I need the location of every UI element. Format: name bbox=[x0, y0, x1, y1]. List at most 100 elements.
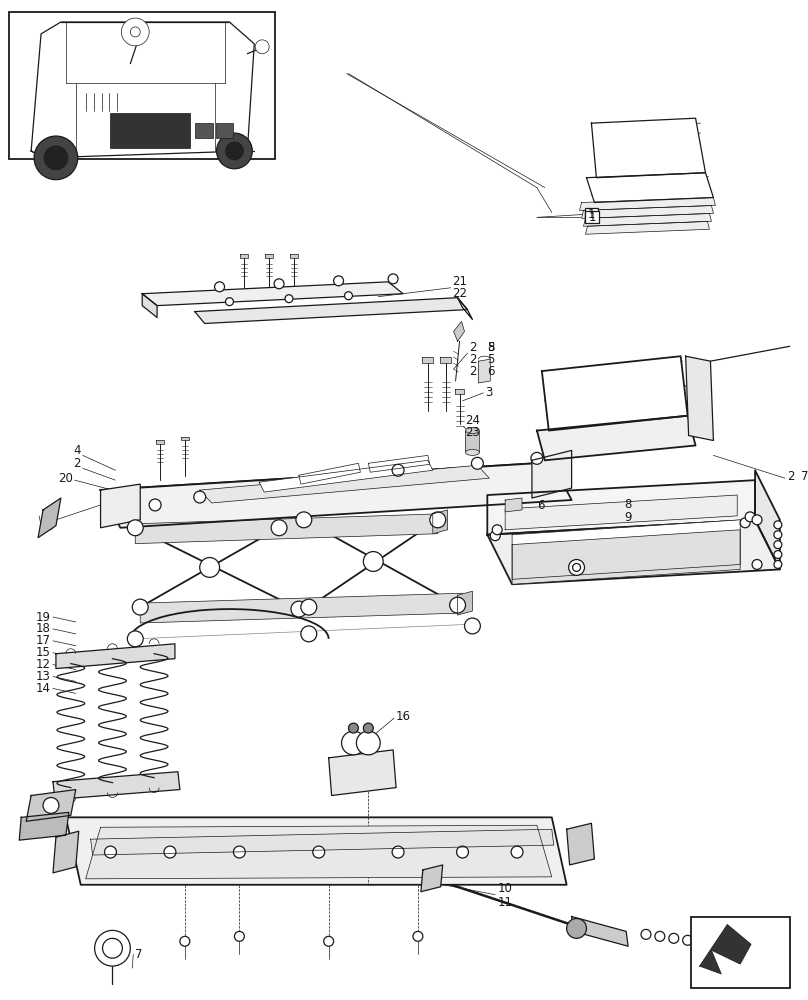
Circle shape bbox=[569, 560, 584, 575]
Circle shape bbox=[752, 515, 762, 525]
Ellipse shape bbox=[465, 449, 479, 455]
Polygon shape bbox=[537, 416, 696, 460]
Circle shape bbox=[128, 520, 143, 536]
Text: 23: 23 bbox=[465, 426, 481, 439]
Circle shape bbox=[471, 457, 483, 469]
Circle shape bbox=[669, 933, 679, 943]
Text: 13: 13 bbox=[36, 670, 51, 683]
Polygon shape bbox=[181, 437, 189, 440]
Circle shape bbox=[696, 937, 706, 947]
Polygon shape bbox=[440, 357, 451, 363]
Circle shape bbox=[573, 563, 580, 571]
Text: 18: 18 bbox=[36, 622, 51, 635]
Circle shape bbox=[334, 276, 343, 286]
Polygon shape bbox=[290, 254, 298, 258]
Circle shape bbox=[215, 282, 225, 292]
Polygon shape bbox=[455, 389, 464, 394]
Circle shape bbox=[774, 531, 782, 539]
Circle shape bbox=[683, 935, 692, 945]
Circle shape bbox=[724, 941, 734, 951]
Polygon shape bbox=[53, 772, 180, 799]
Text: 21: 21 bbox=[452, 275, 468, 288]
Text: 8: 8 bbox=[624, 498, 632, 511]
Polygon shape bbox=[38, 498, 61, 538]
Text: 20: 20 bbox=[58, 472, 73, 485]
Polygon shape bbox=[582, 205, 713, 218]
Text: 5: 5 bbox=[487, 341, 494, 354]
Polygon shape bbox=[433, 510, 448, 534]
Circle shape bbox=[234, 846, 246, 858]
Circle shape bbox=[774, 560, 782, 568]
Text: 2: 2 bbox=[787, 470, 794, 483]
Text: 24: 24 bbox=[465, 414, 481, 427]
Bar bbox=[584, 208, 599, 220]
Polygon shape bbox=[56, 644, 175, 669]
Circle shape bbox=[739, 943, 748, 953]
Polygon shape bbox=[586, 221, 709, 234]
Text: 15: 15 bbox=[36, 646, 51, 659]
Bar bbox=[586, 211, 600, 223]
Circle shape bbox=[457, 846, 469, 858]
Polygon shape bbox=[583, 213, 711, 226]
Ellipse shape bbox=[465, 428, 479, 434]
Polygon shape bbox=[465, 431, 479, 452]
Text: 9: 9 bbox=[624, 511, 632, 524]
Polygon shape bbox=[19, 812, 69, 840]
Polygon shape bbox=[478, 359, 490, 383]
Circle shape bbox=[95, 930, 130, 966]
Bar bbox=[691, 917, 789, 988]
Polygon shape bbox=[142, 294, 157, 318]
Polygon shape bbox=[32, 22, 255, 158]
Circle shape bbox=[324, 936, 334, 946]
Circle shape bbox=[511, 846, 523, 858]
Circle shape bbox=[130, 27, 141, 37]
Circle shape bbox=[271, 520, 287, 536]
Polygon shape bbox=[579, 198, 715, 210]
Circle shape bbox=[492, 525, 503, 535]
Text: 6: 6 bbox=[487, 365, 494, 378]
Polygon shape bbox=[686, 356, 713, 440]
Polygon shape bbox=[241, 254, 248, 258]
Polygon shape bbox=[542, 356, 688, 431]
Text: 2: 2 bbox=[74, 457, 81, 470]
Polygon shape bbox=[512, 530, 740, 584]
Circle shape bbox=[34, 136, 78, 180]
Polygon shape bbox=[457, 591, 473, 615]
Circle shape bbox=[291, 601, 307, 617]
Text: 19: 19 bbox=[36, 611, 51, 624]
Polygon shape bbox=[487, 520, 780, 584]
Circle shape bbox=[364, 552, 383, 571]
Polygon shape bbox=[423, 357, 433, 363]
Circle shape bbox=[566, 918, 587, 938]
Text: 11: 11 bbox=[497, 896, 512, 909]
Circle shape bbox=[164, 846, 176, 858]
Circle shape bbox=[490, 531, 500, 541]
Circle shape bbox=[449, 597, 465, 613]
Polygon shape bbox=[135, 514, 438, 544]
Circle shape bbox=[296, 512, 312, 528]
Circle shape bbox=[342, 731, 365, 755]
Polygon shape bbox=[90, 829, 553, 855]
Polygon shape bbox=[700, 924, 751, 974]
Polygon shape bbox=[156, 440, 164, 444]
Text: 2: 2 bbox=[469, 365, 477, 378]
Polygon shape bbox=[100, 484, 141, 528]
Circle shape bbox=[217, 133, 252, 169]
Circle shape bbox=[104, 846, 116, 858]
Polygon shape bbox=[505, 495, 737, 530]
Circle shape bbox=[710, 939, 721, 949]
Polygon shape bbox=[26, 790, 76, 821]
Polygon shape bbox=[141, 593, 462, 623]
Circle shape bbox=[774, 551, 782, 559]
Polygon shape bbox=[299, 463, 360, 484]
Polygon shape bbox=[487, 480, 755, 535]
Circle shape bbox=[44, 146, 68, 170]
Text: 3: 3 bbox=[486, 386, 493, 399]
Circle shape bbox=[121, 18, 149, 46]
Circle shape bbox=[149, 499, 161, 511]
Circle shape bbox=[234, 931, 244, 941]
Text: 17: 17 bbox=[36, 634, 51, 647]
Text: 5: 5 bbox=[487, 353, 494, 366]
Text: 2: 2 bbox=[469, 341, 477, 354]
Bar bbox=[10, 12, 275, 159]
